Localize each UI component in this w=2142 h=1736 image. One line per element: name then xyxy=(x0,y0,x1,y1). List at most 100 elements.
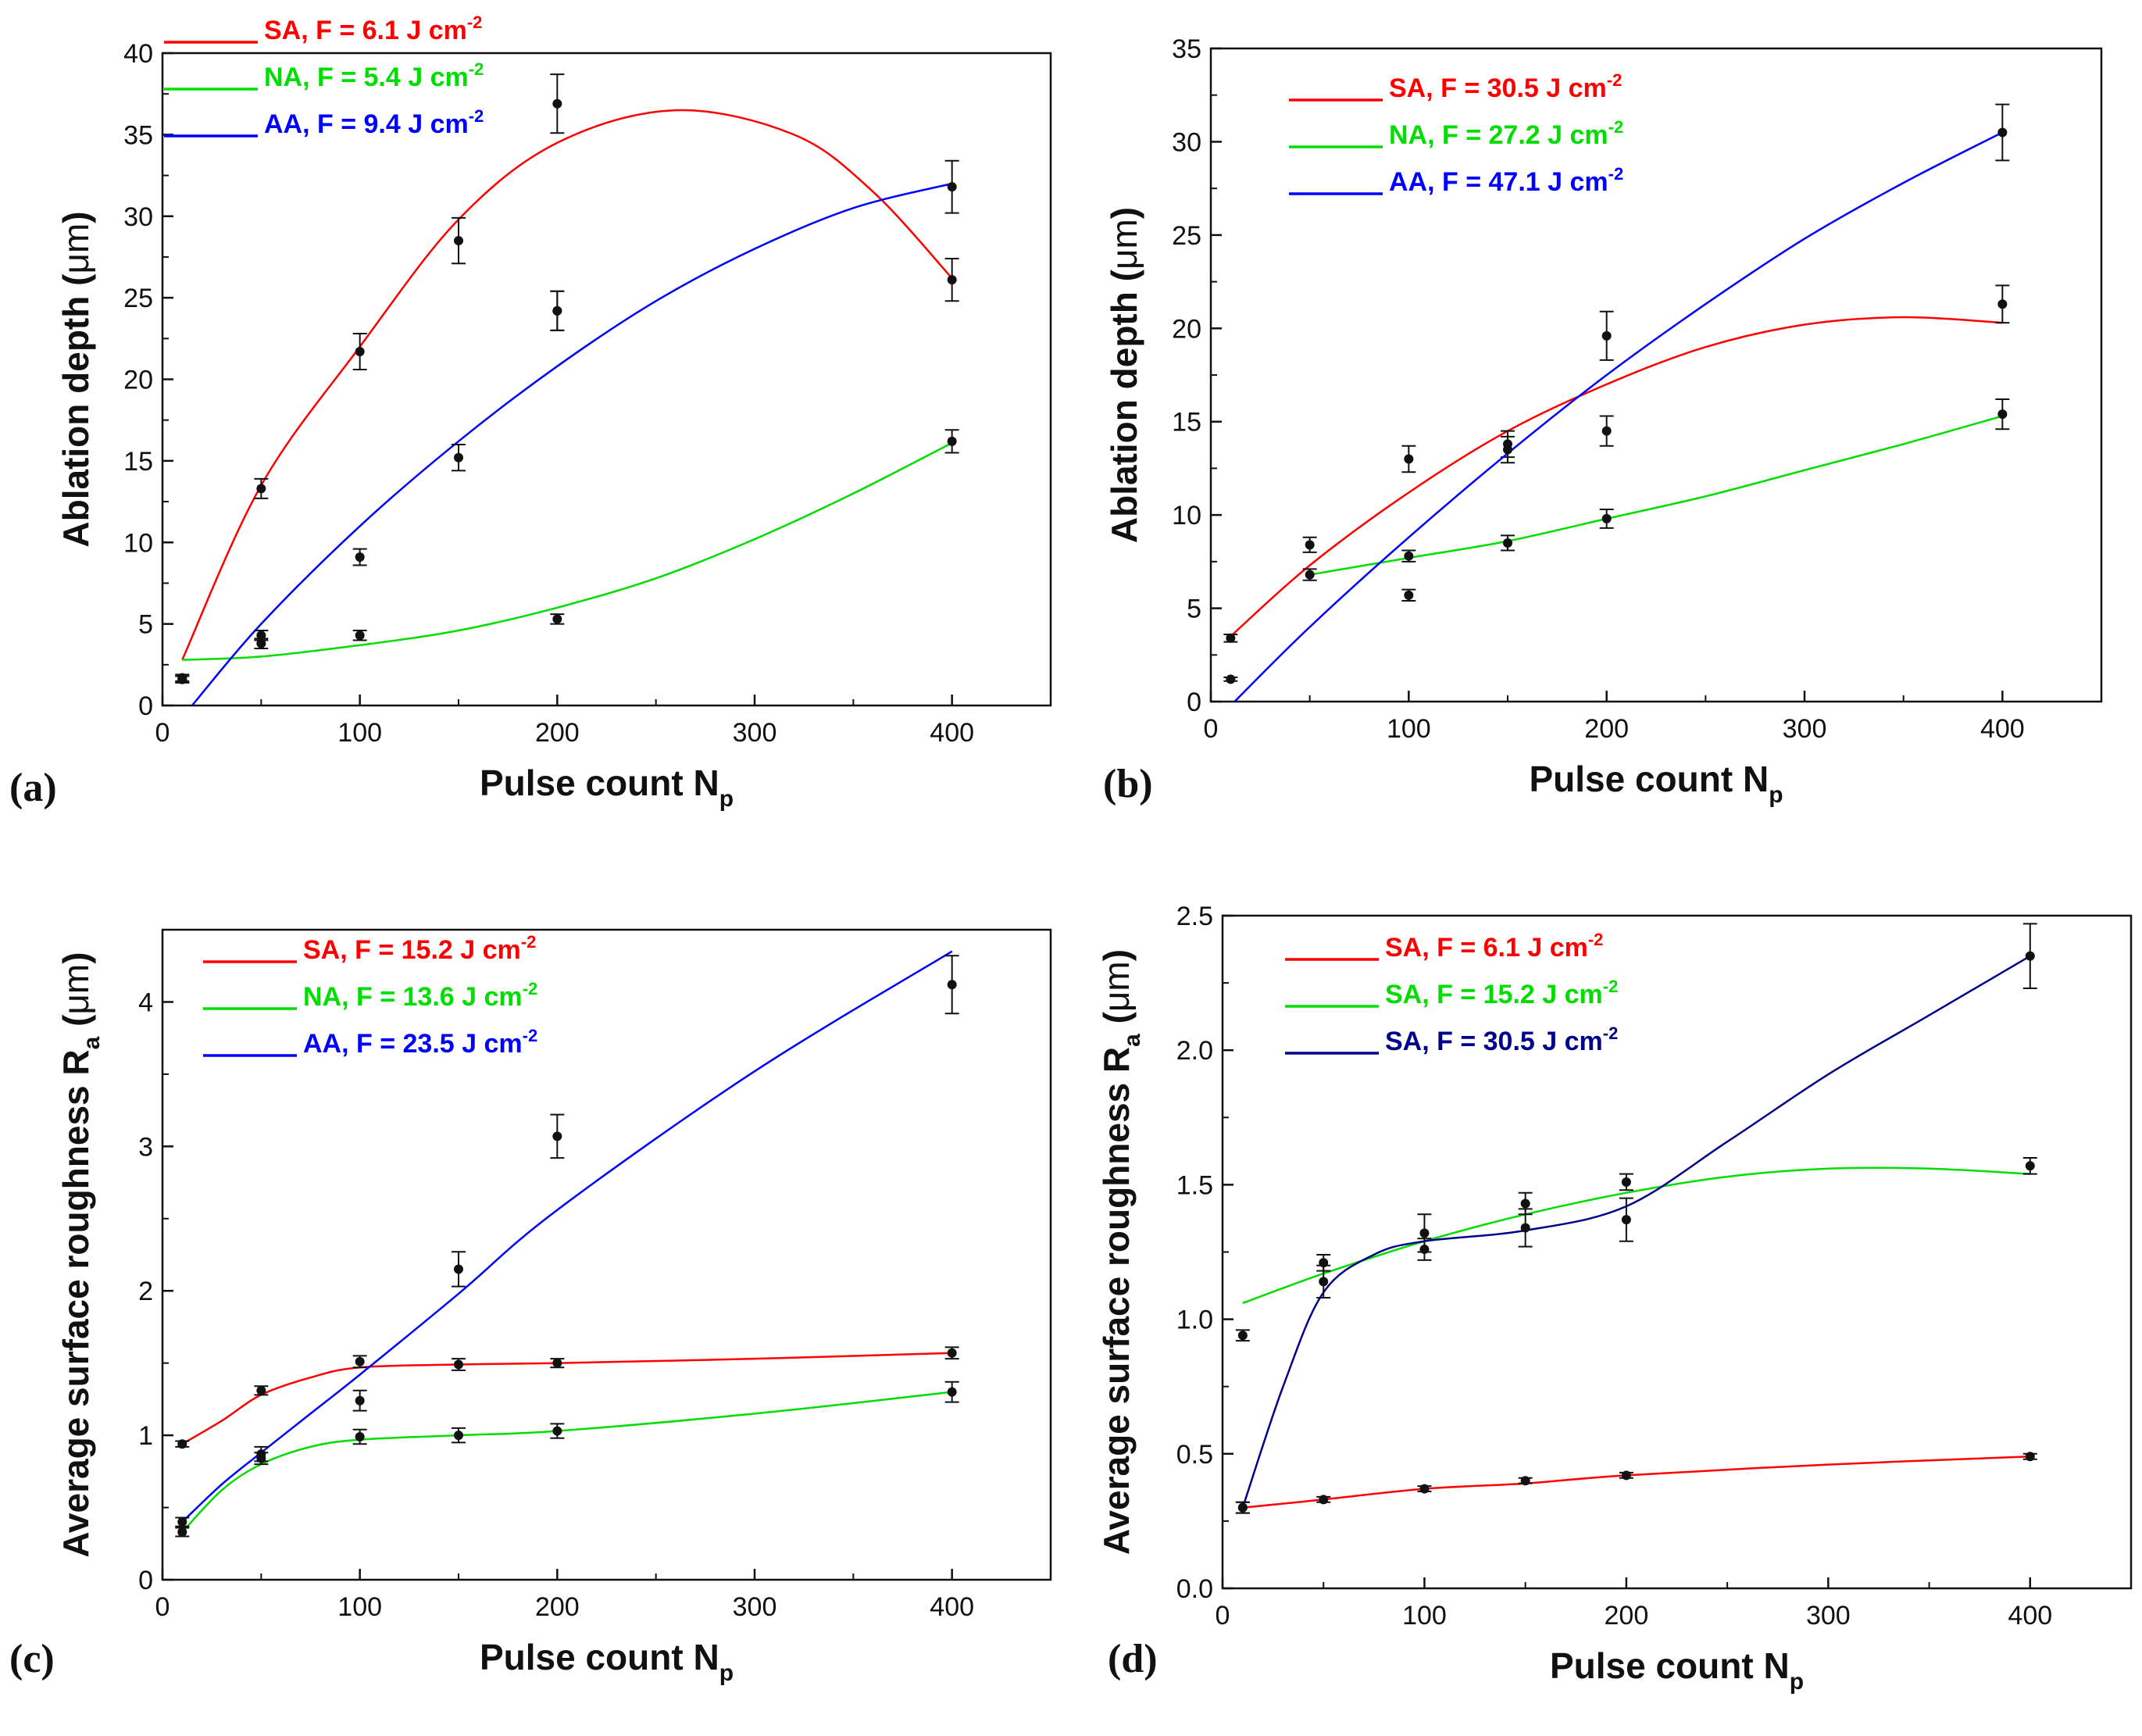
y-tick-label: 0 xyxy=(138,691,153,721)
legend-label: SA, F = 15.2 J cm-2 xyxy=(1385,977,1618,1009)
series-1 xyxy=(175,1381,959,1538)
y-tick-label: 0.5 xyxy=(1176,1440,1213,1470)
x-tick-label: 100 xyxy=(337,1592,382,1622)
plot-frame xyxy=(161,928,1052,1581)
x-tick-label: 400 xyxy=(1980,714,2025,744)
legend-label-main: AA, F = 23.5 J cm xyxy=(303,1029,523,1059)
data-point xyxy=(552,1131,562,1141)
legend-label-sup: -2 xyxy=(1603,977,1619,996)
data-point xyxy=(355,552,365,563)
legend-label: NA, F = 13.6 J cm-2 xyxy=(303,979,537,1012)
data-point xyxy=(1520,1223,1530,1233)
y-axis-title-close: ) xyxy=(55,952,96,963)
series-0 xyxy=(1235,1452,2037,1514)
legend-label: SA, F = 6.1 J cm-2 xyxy=(264,13,482,45)
x-axis-title: Pulse count Np xyxy=(480,763,734,812)
series-2 xyxy=(1223,103,2010,702)
legend-label-sup: -2 xyxy=(1607,70,1623,90)
data-point xyxy=(1226,633,1236,643)
legend-label-sup: -2 xyxy=(1603,1023,1619,1043)
series-1 xyxy=(1235,1156,2037,1342)
legend-label-main: SA, F = 15.2 J cm xyxy=(303,935,521,965)
fit-curve xyxy=(181,1352,952,1445)
legend-label-main: NA, F = 13.6 J cm xyxy=(303,982,523,1012)
y-tick-label: 35 xyxy=(1172,34,1201,64)
y-axis-title: Ablation depth (μm) xyxy=(55,211,96,547)
y-tick-label: 15 xyxy=(123,447,153,477)
fit-curve xyxy=(1230,316,2003,638)
data-point xyxy=(1520,1476,1530,1486)
x-tick-label: 200 xyxy=(1584,714,1629,744)
y-tick-label: 1 xyxy=(138,1421,153,1451)
x-tick-label: 200 xyxy=(535,1592,580,1622)
legend-label-sup: -2 xyxy=(523,1026,538,1045)
x-axis-title-subscript: p xyxy=(719,786,734,812)
data-point xyxy=(1404,551,1414,561)
y-tick-label: 0 xyxy=(1187,688,1201,717)
data-point xyxy=(177,674,187,684)
x-axis-title-main: Pulse count N xyxy=(1529,759,1769,799)
data-point xyxy=(1503,445,1512,455)
x-tick-label: 100 xyxy=(1387,714,1431,744)
data-point xyxy=(1237,1331,1248,1341)
data-point xyxy=(552,614,562,624)
legend-label: SA, F = 30.5 J cm-2 xyxy=(1385,1023,1618,1056)
y-axis-title-main: Average surface roughness R xyxy=(55,1049,96,1557)
series-1 xyxy=(175,429,959,683)
y-tick-label: 25 xyxy=(1172,221,1201,251)
data-point xyxy=(256,638,266,648)
y-tick-label: 2.0 xyxy=(1176,1036,1213,1066)
legend-label: AA, F = 23.5 J cm-2 xyxy=(303,1026,537,1059)
y-axis-title-unit: μm xyxy=(55,223,96,274)
y-axis-title-close: ) xyxy=(1104,207,1144,219)
y-tick-label: 15 xyxy=(1172,408,1201,438)
panel-label: (a) xyxy=(9,766,57,810)
legend-label-main: AA, F = 47.1 J cm xyxy=(1389,167,1608,197)
fit-curve xyxy=(191,182,952,705)
data-point xyxy=(2025,951,2035,961)
x-axis-title: Pulse count Np xyxy=(480,1637,734,1686)
y-tick-label: 10 xyxy=(123,528,153,558)
fit-curve xyxy=(181,109,953,661)
x-axis-title-subscript: p xyxy=(1769,782,1783,808)
data-point xyxy=(1237,1502,1248,1513)
data-point xyxy=(256,484,266,494)
data-point xyxy=(552,98,562,109)
y-axis-title-main: Average surface roughness R xyxy=(1096,1047,1137,1555)
x-axis-title: Pulse count Np xyxy=(1550,1645,1804,1695)
data-point xyxy=(2025,1161,2035,1171)
legend-label-sup: -2 xyxy=(521,932,537,952)
x-axis-title-subscript: p xyxy=(1790,1669,1804,1695)
panel-label: (c) xyxy=(9,1637,55,1681)
data-point xyxy=(947,275,957,285)
y-axis-title-close: ) xyxy=(55,211,96,223)
data-point xyxy=(355,630,365,641)
series-0 xyxy=(1223,284,2010,643)
data-point xyxy=(1520,1198,1530,1209)
y-tick-label: 1.5 xyxy=(1176,1170,1213,1200)
y-tick-label: 2.5 xyxy=(1176,902,1213,931)
plot-frame xyxy=(1221,914,2133,1590)
data-point xyxy=(177,1517,187,1527)
x-tick-label: 300 xyxy=(733,1592,777,1622)
data-point xyxy=(1997,409,2008,420)
data-point xyxy=(355,1395,365,1406)
legend-label: SA, F = 15.2 J cm-2 xyxy=(303,932,536,965)
x-axis-title-main: Pulse count N xyxy=(1550,1645,1790,1686)
panel-label: (b) xyxy=(1103,762,1153,806)
fit-curve xyxy=(181,1391,952,1533)
data-point xyxy=(454,1359,463,1370)
x-tick-label: 400 xyxy=(2008,1601,2052,1631)
data-point xyxy=(454,236,463,246)
panel-c: 0 100 200 300 400 0 1 2 3 4 Pulse count Np Average … xyxy=(9,928,1052,1686)
y-tick-label: 4 xyxy=(138,988,153,1017)
data-point xyxy=(1997,127,2008,138)
fit-curve xyxy=(181,950,953,1523)
data-point xyxy=(1621,1470,1631,1481)
legend-label: NA, F = 27.2 J cm-2 xyxy=(1389,117,1623,150)
fit-curve xyxy=(1242,1455,2030,1509)
x-axis-title-main: Pulse count N xyxy=(480,1637,719,1677)
panel-label: (d) xyxy=(1108,1637,1158,1681)
y-tick-label: 10 xyxy=(1172,501,1201,530)
y-tick-label: 0.0 xyxy=(1176,1574,1213,1604)
